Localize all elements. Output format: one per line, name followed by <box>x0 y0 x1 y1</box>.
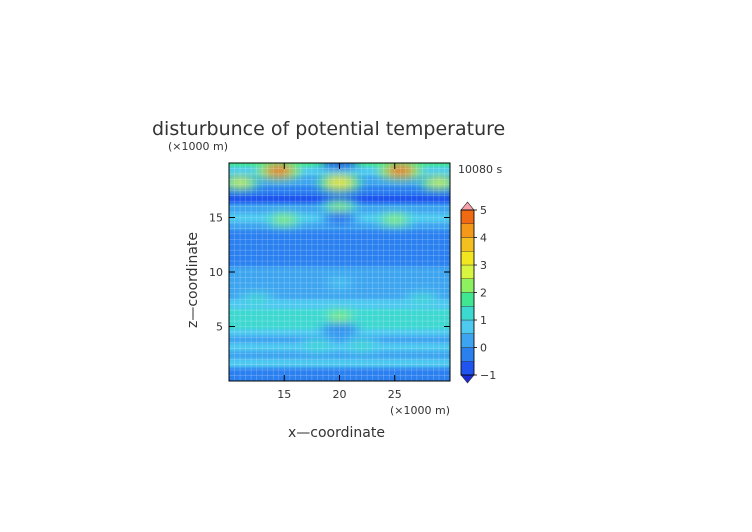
y-tick-label: 5 <box>216 321 223 334</box>
heatmap-band <box>229 244 450 267</box>
heatmap-blob <box>386 164 415 177</box>
heatmap-blob <box>305 340 330 350</box>
heatmap-blob <box>327 213 352 222</box>
heatmap-blob <box>327 312 352 322</box>
colorbar-segment <box>460 223 475 238</box>
heatmap-band <box>229 166 450 176</box>
chart-title: disturbunce of potential temperature <box>152 118 505 140</box>
colorbar-segment <box>460 319 475 334</box>
heatmap-blob <box>264 164 293 177</box>
heatmap-blobs <box>229 163 450 352</box>
heatmap-band <box>229 367 450 377</box>
y-tick-label: 10 <box>209 266 223 279</box>
colorbar-min-arrow <box>460 374 475 384</box>
heatmap-blob <box>272 215 297 225</box>
y-axis-ticks: 5 10 15 <box>209 212 450 334</box>
heatmap-band <box>229 285 450 300</box>
colorbar-segment <box>460 361 475 376</box>
heatmap-plot-area <box>229 163 450 381</box>
colorbar-segment <box>460 237 475 252</box>
heatmap-band <box>229 194 450 204</box>
heatmap-blob <box>382 215 407 225</box>
colorbar: −1 0 1 2 3 4 5 <box>460 201 496 384</box>
colorbar-max-arrow <box>460 201 475 211</box>
colorbar-segment <box>460 347 475 362</box>
x-axis-label: x—coordinate <box>288 425 385 441</box>
colorbar-segment <box>460 333 475 348</box>
heatmap-band <box>229 335 450 344</box>
plot-grid <box>229 163 450 381</box>
colorbar-segment <box>460 209 475 224</box>
colorbar-tick-label: 3 <box>480 259 487 272</box>
heatmap-blob <box>229 178 253 188</box>
heatmap-blob <box>327 325 352 335</box>
colorbar-tick-label: 0 <box>480 342 487 355</box>
heatmap-band <box>229 230 450 245</box>
colorbar-segment <box>460 278 475 293</box>
colorbar-tick-label: 4 <box>480 232 487 245</box>
y-axis-unit: (×1000 m) <box>168 140 228 153</box>
colorbar-tick-label: 1 <box>480 314 487 327</box>
y-tick-label: 15 <box>209 212 223 225</box>
x-axis-ticks: 15 20 25 <box>277 163 402 401</box>
colorbar-segment <box>460 251 475 266</box>
heatmap-blob <box>426 178 450 188</box>
heatmap-blob <box>327 202 352 212</box>
colorbar-tick-label: 2 <box>480 287 487 300</box>
heatmap-band <box>229 359 450 368</box>
x-tick-label: 20 <box>333 388 347 401</box>
colorbar-segment <box>460 264 475 279</box>
y-axis-label: z—coordinate <box>185 232 201 328</box>
heatmap-band <box>229 266 450 286</box>
colorbar-segment <box>460 292 475 307</box>
heatmap-blob <box>244 294 269 304</box>
heatmap-band <box>229 299 450 310</box>
x-axis-unit: (×1000 m) <box>390 404 450 417</box>
heatmap-band <box>229 343 450 352</box>
x-tick-label: 25 <box>388 388 402 401</box>
heatmap-band <box>229 351 450 360</box>
heatmap-blob <box>349 340 374 350</box>
heatmap-blob <box>327 278 352 288</box>
x-tick-label: 15 <box>277 388 291 401</box>
colorbar-tick-label: −1 <box>480 369 496 382</box>
heatmap-blob <box>325 176 354 189</box>
heatmap-blob <box>410 294 435 304</box>
time-label: 10080 s <box>458 163 502 176</box>
heatmap-band <box>229 222 450 231</box>
colorbar-tick-label: 5 <box>480 204 487 217</box>
colorbar-segment <box>460 306 475 321</box>
